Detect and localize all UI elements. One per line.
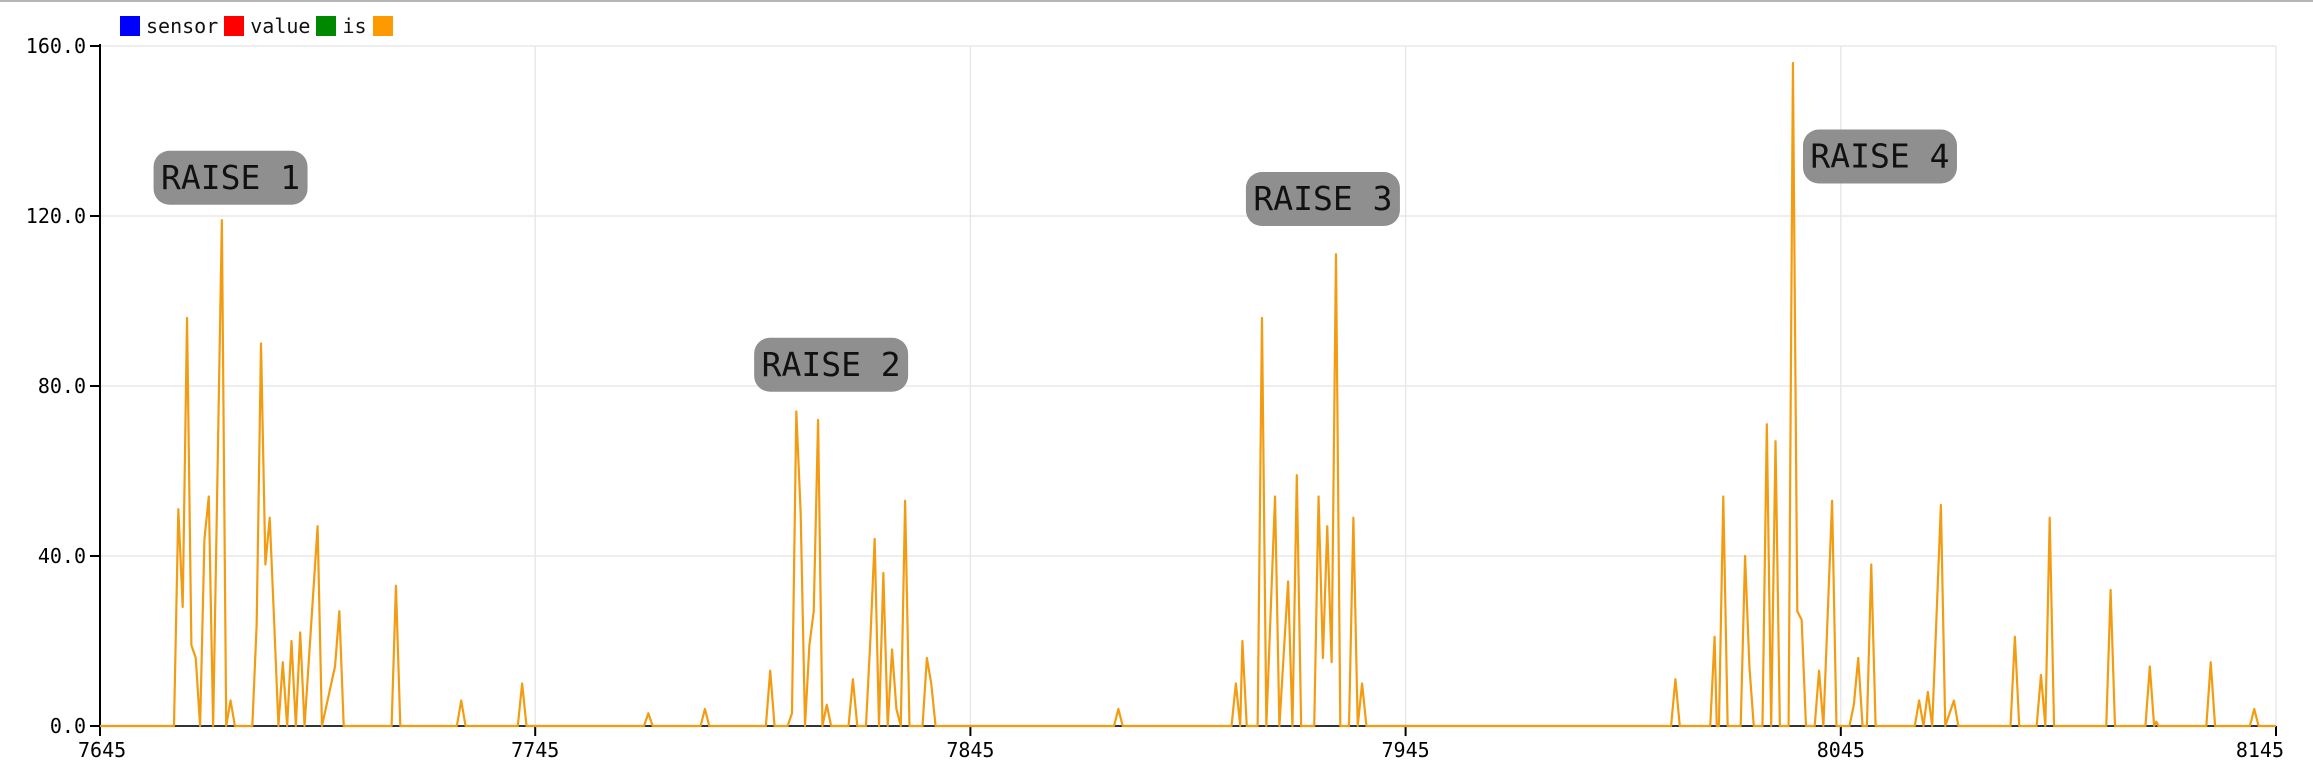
- annotation-text: RAISE 4: [1810, 137, 1949, 176]
- annotation-label: RAISE 3: [1245, 172, 1400, 226]
- y-tick-label: 120.0: [26, 204, 86, 228]
- chart-legend: sensor value is: [120, 14, 399, 38]
- y-tick-label: 40.0: [38, 544, 86, 568]
- annotation-label: RAISE 1: [153, 150, 308, 205]
- annotation-text: RAISE 3: [1253, 179, 1392, 218]
- legend-label-is: is: [342, 14, 367, 38]
- y-tick-label: 80.0: [38, 374, 86, 398]
- annotation-text: RAISE 1: [161, 158, 300, 197]
- chart-ticks: 7645 7745 7845 7945 8045 8145 0.0 40.0 80.0 120.0…: [26, 34, 2284, 762]
- annotation-label: RAISE 2: [754, 337, 909, 392]
- series-line: [100, 61, 2276, 728]
- annotation-pill: [754, 337, 909, 392]
- x-tick-label: 8045: [1817, 738, 1865, 762]
- legend-label-value: value: [250, 14, 311, 38]
- y-tick-label: 0.0: [50, 714, 86, 738]
- chart-annotations: RAISE 1 RAISE 2 RAISE 3 RAISE 4: [153, 129, 1957, 392]
- y-tick-label: 160.0: [26, 34, 86, 58]
- annotation-pill: [153, 150, 308, 205]
- chart-series: [100, 61, 2276, 728]
- x-tick-label: 7945: [1382, 738, 1430, 762]
- annotation-label: RAISE 4: [1802, 129, 1957, 184]
- x-tick-label: 8145: [2236, 738, 2284, 762]
- legend-swatch-is: [316, 16, 337, 36]
- legend-swatch-value: [224, 16, 245, 36]
- x-tick-label: 7645: [78, 738, 126, 762]
- annotation-pill: [1245, 172, 1400, 226]
- legend-label-sensor: sensor: [146, 14, 219, 38]
- x-tick-label: 7745: [511, 738, 559, 762]
- legend-swatch-unlabeled: [372, 16, 393, 36]
- legend-swatch-sensor: [120, 16, 140, 36]
- annotation-text: RAISE 2: [762, 345, 901, 384]
- annotation-pill: [1802, 129, 1957, 184]
- x-tick-label: 7845: [946, 738, 994, 762]
- top-border: [0, 0, 2313, 2]
